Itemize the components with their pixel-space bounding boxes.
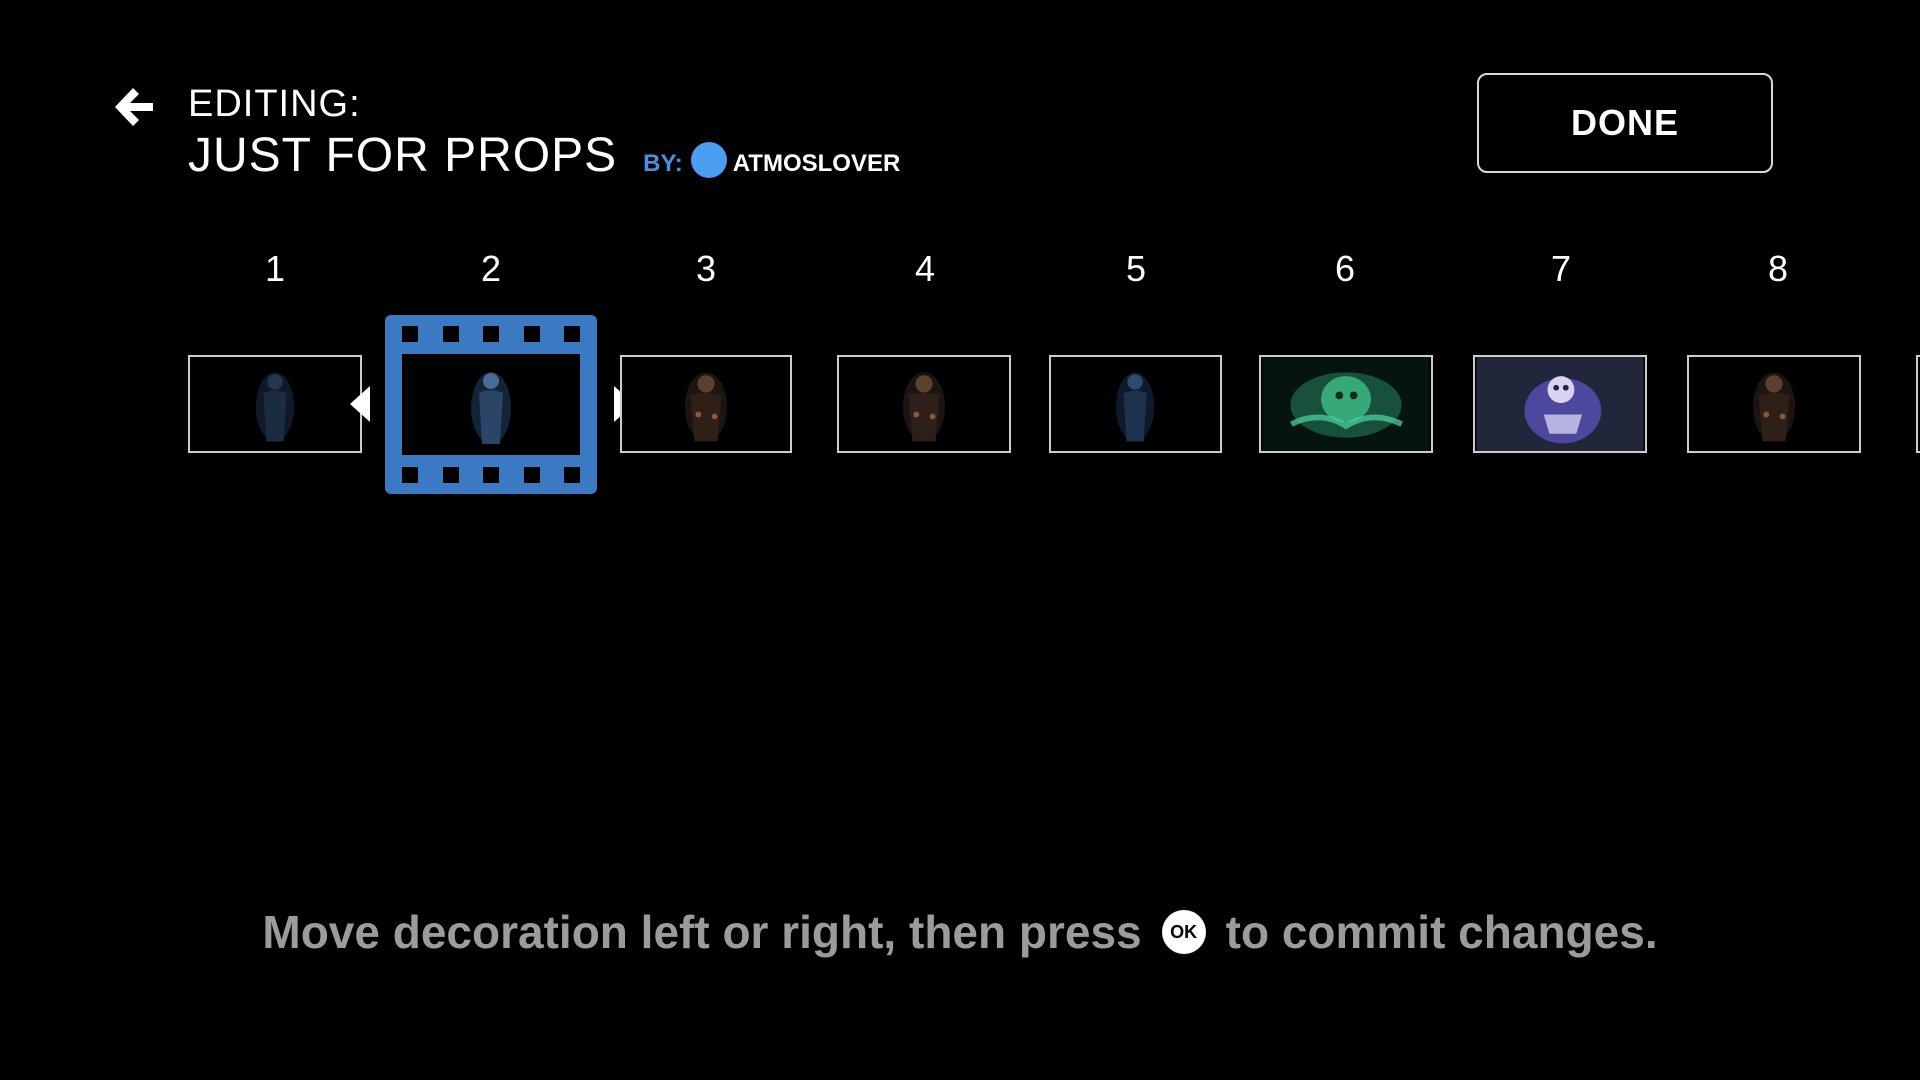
instructions-before: Move decoration left or right, then pres… — [262, 906, 1142, 958]
decoration-thumbnail-1[interactable] — [188, 355, 362, 453]
decoration-thumbnail-4[interactable] — [837, 355, 1011, 453]
witch-thumbnail — [684, 372, 728, 442]
move-left-arrow-icon[interactable] — [350, 386, 370, 422]
by-label: BY: — [643, 150, 683, 177]
slot-number-1: 1 — [264, 248, 286, 289]
title-row: JUST FOR PROPS BY: ATMOSLOVER — [188, 126, 900, 186]
decoration-thumbnail-partial[interactable] — [1916, 355, 1920, 453]
witch-thumbnail — [902, 372, 946, 442]
decoration-thumbnail-5[interactable] — [1049, 355, 1222, 453]
slot-number-8: 8 — [1767, 248, 1789, 289]
slot-number-4: 4 — [914, 248, 936, 289]
slot-number-3: 3 — [695, 248, 717, 289]
instructions-after: to commit changes. — [1225, 906, 1658, 958]
film-sprocket-bottom — [402, 467, 580, 483]
playlist-title: JUST FOR PROPS — [188, 129, 618, 182]
purple-ghost-thumbnail — [1476, 357, 1644, 451]
ok-button-icon: OK — [1161, 910, 1206, 954]
film-sprocket-top — [402, 326, 580, 342]
decoration-thumbnail-3[interactable] — [620, 355, 792, 453]
dark-figure-thumbnail — [255, 372, 295, 442]
dark-figure-thumbnail — [1115, 372, 1155, 442]
editing-label: EDITING: — [188, 83, 361, 125]
back-button[interactable] — [108, 80, 160, 134]
instructions: Move decoration left or right, then pres… — [0, 905, 1920, 959]
decoration-thumbnail-8[interactable] — [1687, 355, 1861, 453]
decoration-thumbnail-7[interactable] — [1473, 355, 1647, 453]
witch-thumbnail — [1752, 372, 1796, 442]
slot-number-6: 6 — [1334, 248, 1356, 289]
done-button[interactable]: DONE — [1477, 73, 1773, 173]
slot-number-2: 2 — [480, 248, 502, 289]
green-ghost-thumbnail — [1262, 357, 1430, 451]
author-avatar — [690, 142, 727, 178]
arrow-left-icon — [115, 88, 153, 126]
selected-decoration-frame[interactable] — [385, 315, 597, 494]
slot-number-7: 7 — [1550, 248, 1572, 289]
decoration-thumbnail-6[interactable] — [1259, 355, 1433, 453]
slot-number-5: 5 — [1125, 248, 1147, 289]
dark-figure-thumbnail — [471, 372, 511, 444]
selected-decoration-thumbnail — [402, 354, 580, 455]
author-name: ATMOSLOVER — [732, 150, 901, 177]
